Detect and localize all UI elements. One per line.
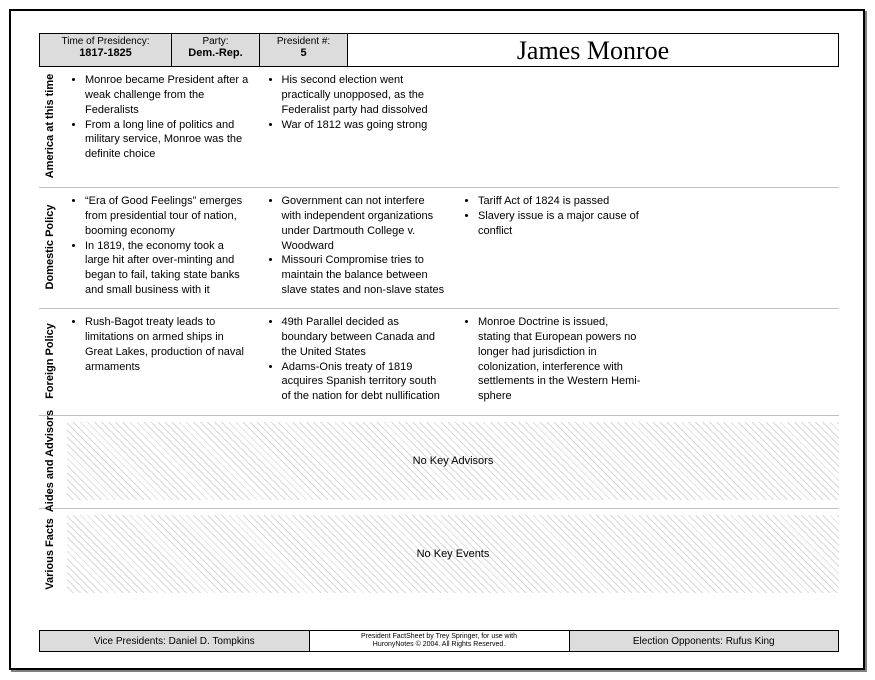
body-america: Monroe became President after a weak cha… [61, 73, 839, 179]
hdr-number-value: 5 [264, 47, 343, 59]
header-row: Time of Presidency: 1817-1825 Party: Dem… [39, 33, 839, 67]
hdr-party-value: Dem.-Rep. [176, 47, 255, 59]
label-foreign: Foreign Policy [39, 315, 61, 407]
body-foreign: Rush-Bagot treaty leads to limitations o… [61, 315, 839, 407]
credit-line1: President FactSheet by Trey Springer, fo… [361, 633, 517, 641]
section-aides: Aides and Advisors No Key Advisors [39, 416, 839, 509]
footer: Vice Presidents: Daniel D. Tompkins Pres… [39, 630, 839, 652]
hdr-time: Time of Presidency: 1817-1825 [40, 34, 172, 66]
hdr-party: Party: Dem.-Rep. [172, 34, 260, 66]
list-item: 49th Parallel decided as boundary betwee… [282, 315, 447, 360]
footer-credit: President FactSheet by Trey Springer, fo… [310, 631, 570, 651]
list-item: “Era of Good Feelings” emerges from pres… [85, 194, 250, 239]
list-item: Monroe Doctrine is issued, stating that … [478, 315, 643, 404]
list-item: War of 1812 was going strong [282, 118, 447, 133]
list-item: From a long line of politics and militar… [85, 118, 250, 163]
footer-vp: Vice Presidents: Daniel D. Tompkins [40, 631, 310, 651]
list-item: His second election went practically uno… [282, 73, 447, 118]
page-frame: Time of Presidency: 1817-1825 Party: Dem… [9, 9, 865, 670]
hdr-number: President #: 5 [260, 34, 348, 66]
bullets-america: Monroe became President after a weak cha… [67, 73, 839, 179]
aides-box: No Key Advisors [67, 422, 839, 500]
hdr-time-label: Time of Presidency: [44, 36, 167, 47]
hdr-number-label: President #: [264, 36, 343, 47]
body-domestic: “Era of Good Feelings” emerges from pres… [61, 194, 839, 300]
president-name: James Monroe [348, 34, 838, 66]
label-america: America at this time [39, 73, 61, 179]
bullets-foreign: Rush-Bagot treaty leads to limitations o… [67, 315, 839, 407]
list-item: Monroe became President after a weak cha… [85, 73, 250, 118]
list-item: Tariff Act of 1824 is passed [478, 194, 643, 209]
footer-opponents: Election Opponents: Rufus King [570, 631, 839, 651]
list-item: Rush-Bagot treaty leads to limitations o… [85, 315, 250, 374]
label-aides: Aides and Advisors [39, 422, 61, 500]
list-item: Slavery issue is a major cause of confli… [478, 209, 643, 239]
list-item: In 1819, the economy took a large hit af… [85, 239, 250, 298]
list-item: Adams-Onis treaty of 1819 acquires Spani… [282, 360, 447, 405]
content: Time of Presidency: 1817-1825 Party: Dem… [39, 33, 839, 601]
bullets-domestic: “Era of Good Feelings” emerges from pres… [67, 194, 839, 300]
section-facts: Various Facts No Key Events [39, 509, 839, 601]
section-america: America at this time Monroe became Presi… [39, 67, 839, 188]
label-domestic: Domestic Policy [39, 194, 61, 300]
hdr-party-label: Party: [176, 36, 255, 47]
credit-line2: HuronyNotes © 2004. All Rights Reserved. [373, 641, 505, 649]
section-foreign: Foreign Policy Rush-Bagot treaty leads t… [39, 309, 839, 416]
list-item: Missouri Compromise tries to maintain th… [282, 253, 447, 298]
list-item: Government can not in­terfere with indep… [282, 194, 447, 253]
label-facts: Various Facts [39, 515, 61, 593]
section-domestic: Domestic Policy “Era of Good Feelings” e… [39, 188, 839, 309]
facts-box: No Key Events [67, 515, 839, 593]
hdr-time-value: 1817-1825 [44, 47, 167, 59]
